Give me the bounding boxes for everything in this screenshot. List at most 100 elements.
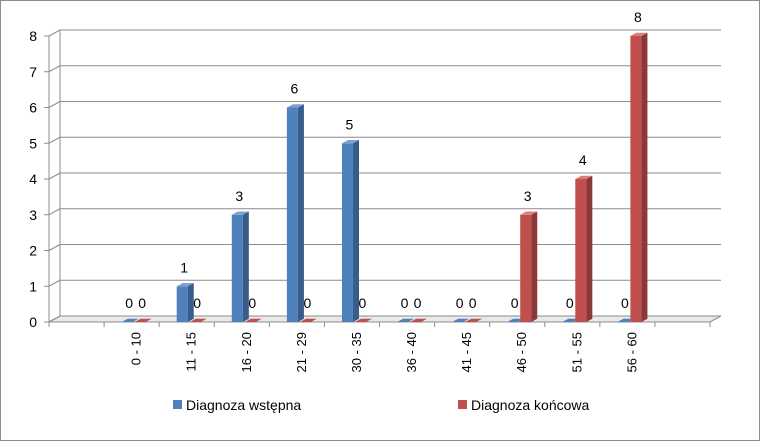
bar	[562, 318, 580, 322]
x-tick-label: 51 - 55	[569, 332, 584, 372]
data-label: 0	[414, 295, 422, 311]
data-label: 3	[524, 188, 532, 204]
bar	[244, 318, 262, 322]
bar-top	[575, 175, 593, 179]
bar	[397, 318, 415, 322]
legend-item: Diagnoza końcowa	[458, 397, 590, 413]
data-label: 0	[359, 295, 367, 311]
gridline-depth	[48, 172, 61, 180]
gridline-depth	[48, 29, 61, 37]
bar	[410, 318, 428, 322]
bar-top	[121, 318, 139, 322]
gridline-depth	[48, 101, 61, 108]
data-label: 0	[456, 295, 464, 311]
bar	[286, 104, 304, 322]
data-label: 0	[401, 295, 409, 311]
y-tick-label: 0	[29, 314, 37, 330]
x-tick-label: 46 - 50	[514, 332, 529, 372]
gridline-depth	[48, 244, 61, 251]
bar-front	[286, 107, 298, 322]
bar-top	[452, 318, 470, 322]
bar-top	[465, 318, 483, 322]
legend-swatch	[173, 400, 182, 409]
bar	[617, 318, 635, 322]
data-label: 0	[138, 295, 146, 311]
bar-front	[176, 286, 188, 322]
bar	[520, 211, 538, 322]
bar	[354, 318, 373, 322]
bar	[630, 32, 648, 322]
bar-top	[630, 32, 648, 36]
bar-top	[617, 318, 635, 322]
data-label: 0	[193, 295, 201, 311]
bar-side	[531, 211, 538, 322]
data-label: 0	[469, 295, 477, 311]
data-label: 0	[511, 295, 519, 311]
bar	[121, 318, 139, 322]
y-tick-label: 2	[29, 243, 37, 259]
bar-top	[562, 318, 580, 322]
legend-item: Diagnoza wstępna	[173, 397, 301, 413]
bar-front	[341, 143, 353, 322]
data-label: 0	[566, 295, 574, 311]
bar-side	[586, 175, 593, 322]
y-tick-label: 8	[29, 28, 37, 44]
bar-top	[341, 139, 360, 144]
data-label: 5	[346, 116, 354, 132]
bar-top	[410, 318, 428, 322]
x-tick-label: 21 - 29	[294, 332, 309, 372]
x-tick-label: 0 - 10	[129, 332, 144, 365]
data-label: 8	[634, 9, 642, 25]
data-label: 3	[235, 188, 243, 204]
bar-top	[231, 211, 249, 215]
gridline-depth	[48, 208, 61, 216]
y-tick-label: 5	[29, 135, 37, 151]
data-label: 0	[621, 295, 629, 311]
bar-top	[397, 318, 415, 322]
bar-top	[299, 318, 317, 322]
bar-top	[134, 318, 152, 322]
data-label: 1	[180, 259, 188, 275]
bar	[452, 318, 470, 322]
bar	[465, 318, 483, 322]
gridline-depth	[48, 136, 61, 144]
data-label: 4	[579, 152, 587, 168]
gridline-depth	[48, 65, 61, 73]
bar	[507, 318, 525, 322]
gridline-depth	[48, 315, 61, 323]
x-tick-label: 56 - 60	[624, 332, 639, 372]
bar	[299, 318, 317, 322]
bar-top	[189, 318, 207, 322]
legend-label: Diagnoza wstępna	[186, 397, 301, 413]
y-tick-label: 3	[29, 207, 37, 223]
bar-top	[520, 211, 538, 215]
bar	[231, 211, 249, 322]
bar-top	[244, 318, 262, 322]
y-tick-label: 6	[29, 100, 37, 116]
bar-front	[231, 214, 243, 322]
bar-side	[242, 211, 249, 322]
bar-side	[352, 139, 360, 322]
bar	[189, 318, 207, 322]
bar-top	[354, 318, 373, 322]
x-tick-label: 36 - 40	[404, 332, 419, 372]
x-tick-label: 11 - 15	[184, 332, 199, 372]
bar-top	[176, 282, 194, 287]
bar-side	[641, 32, 648, 322]
y-tick-label: 4	[29, 171, 37, 187]
legend-swatch	[458, 400, 467, 409]
bar-top	[507, 318, 525, 322]
bar	[134, 318, 152, 322]
x-tick-label: 16 - 20	[239, 332, 254, 372]
bar	[575, 175, 593, 322]
bar-front	[630, 36, 642, 322]
bar-top	[286, 104, 304, 108]
bar	[176, 282, 194, 322]
legend-label: Diagnoza końcowa	[471, 397, 590, 413]
data-label: 0	[125, 295, 133, 311]
x-tick-label: 41 - 45	[459, 332, 474, 372]
data-label: 6	[290, 81, 298, 97]
bar-side	[297, 104, 304, 322]
